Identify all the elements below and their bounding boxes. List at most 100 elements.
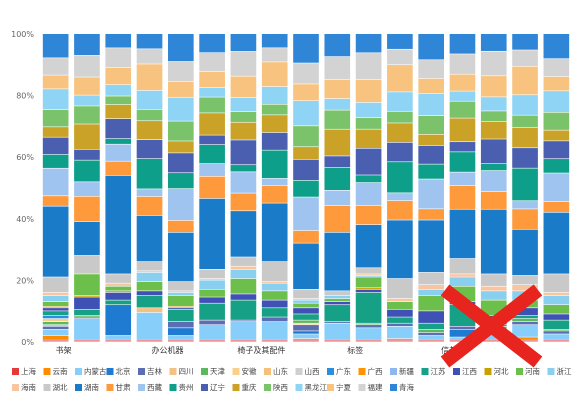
bar-segment — [199, 278, 225, 280]
bar-segment — [199, 269, 225, 279]
bar-segment — [512, 275, 538, 285]
bar-segment — [199, 163, 225, 176]
bar-segment — [230, 76, 257, 98]
bar-segment — [512, 66, 538, 95]
legend-label: 青海 — [399, 382, 414, 392]
bar-segment — [418, 335, 445, 340]
bar-segment — [230, 111, 257, 122]
bar-segment — [261, 62, 288, 87]
legend-swatch — [484, 368, 492, 375]
bar-segment — [324, 340, 351, 342]
bar-segment — [543, 76, 570, 91]
bar-segment — [136, 295, 163, 308]
legend-swatch — [390, 384, 397, 391]
bar-segment — [199, 87, 225, 97]
bar-segment — [449, 326, 476, 330]
bar-segment — [136, 261, 163, 271]
bar-segment — [261, 261, 288, 282]
bar-segment — [449, 118, 476, 142]
bar-segment — [74, 106, 100, 124]
bar-segment — [74, 77, 100, 95]
bar-segment — [230, 321, 257, 340]
bar-segment — [167, 141, 194, 153]
bar-segment — [355, 129, 382, 148]
bar-segment — [136, 34, 163, 49]
bar-segment — [230, 266, 257, 270]
bar-segment — [293, 147, 319, 160]
legend-swatch — [43, 368, 51, 375]
bar-segment — [293, 314, 319, 320]
bar-segment — [136, 271, 163, 273]
bar-segment — [543, 320, 570, 330]
bar-segment — [230, 340, 257, 342]
legend-label: 上海 — [21, 366, 36, 376]
bar-segment — [293, 126, 319, 147]
bar-segment — [105, 286, 132, 291]
bar-segment — [324, 34, 351, 57]
legend-label: 安徽 — [242, 366, 257, 376]
legend-label: 黑龙江 — [305, 382, 328, 392]
bar-segment — [136, 291, 163, 296]
bar-segment — [42, 127, 69, 137]
bar-segment — [136, 121, 163, 140]
bar-segment — [418, 340, 445, 342]
bar-segment — [480, 121, 507, 139]
bar-segment — [261, 104, 288, 115]
bar-segment — [42, 326, 69, 330]
bar-segment — [230, 320, 257, 322]
bar-segment — [42, 206, 69, 277]
bar-segment — [199, 297, 225, 303]
bar-segment — [293, 230, 319, 243]
red-x-stroke — [440, 284, 543, 368]
bar-segment — [293, 289, 319, 299]
bar-segment — [480, 291, 507, 300]
bar-segment — [42, 335, 69, 340]
bar-segment — [261, 132, 288, 150]
bar-segment — [230, 211, 257, 257]
bar-segment — [543, 112, 570, 130]
bar-segment — [199, 325, 225, 340]
bar-segment — [261, 115, 288, 133]
bar-segment — [387, 298, 413, 302]
bar-segment — [136, 308, 163, 313]
bar-segment — [449, 142, 476, 152]
legend-label: 贵州 — [179, 382, 194, 392]
bar-segment — [512, 229, 538, 276]
bar-segment — [324, 321, 351, 323]
bar-segment — [480, 111, 507, 122]
bar-segment — [74, 124, 100, 150]
y-tick-label: 20% — [16, 276, 34, 285]
bar-segment — [480, 340, 507, 342]
legend-swatch — [169, 368, 177, 375]
legend-label: 福建 — [368, 382, 383, 392]
bar-segment — [512, 308, 538, 316]
legend-swatch — [201, 368, 208, 375]
bar-segment — [387, 49, 413, 65]
bar-segment — [449, 74, 476, 91]
bar-segment — [74, 297, 100, 310]
bar-segment — [387, 34, 413, 49]
bar-segment — [105, 175, 132, 274]
bar-segment — [387, 142, 413, 162]
bar-segment — [230, 294, 257, 300]
bar-segment — [167, 321, 194, 328]
bar-segment — [293, 159, 319, 180]
bar-segment — [105, 292, 132, 300]
bar-segment — [355, 277, 382, 288]
legend-swatch — [106, 384, 114, 391]
bar-segment — [324, 156, 351, 168]
legend-label: 北京 — [116, 366, 131, 376]
bar-segment — [105, 340, 132, 342]
bar-segment — [449, 91, 476, 101]
bar-segment — [105, 85, 132, 96]
bar-segment — [261, 185, 288, 203]
bar-segment — [355, 205, 382, 225]
bar-segment — [293, 338, 319, 340]
bar-segment — [480, 286, 507, 291]
bar-segment — [167, 335, 194, 340]
bar-segment — [512, 318, 538, 322]
legend-swatch — [232, 368, 240, 375]
bar-segment — [293, 303, 319, 308]
bar-segment — [74, 34, 100, 56]
legend-swatch — [138, 384, 145, 391]
